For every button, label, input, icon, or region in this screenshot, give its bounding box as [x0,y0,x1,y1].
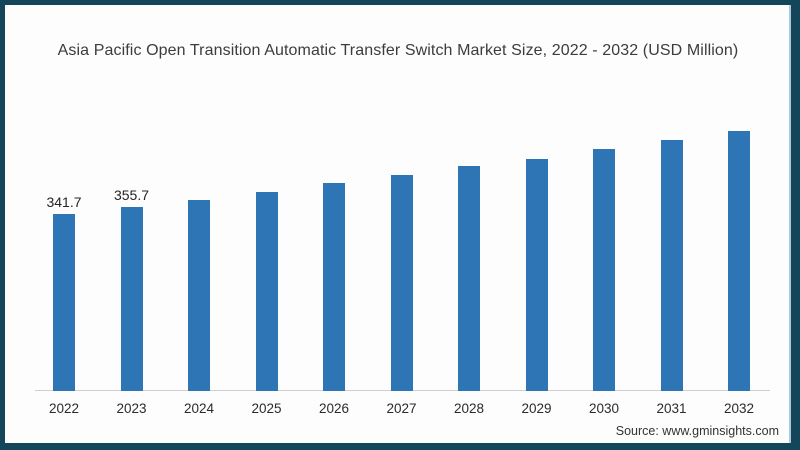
x-axis-label-2027: 2027 [386,401,417,416]
bar-data-label-2022: 341.7 [46,194,82,210]
bar-2030 [593,149,615,391]
bar-2027 [390,175,413,391]
x-axis-label-2023: 2023 [116,401,147,416]
x-axis-label-2025: 2025 [251,401,282,416]
bar-2024 [188,200,210,391]
bar-data-label-2023: 355.7 [113,187,150,203]
bar-2022 [53,214,75,391]
x-axis-label-2031: 2031 [656,401,687,416]
bar-2029 [525,159,548,391]
bar-2032 [728,131,750,391]
bar-2023 [120,207,143,391]
x-axis-label-2024: 2024 [183,401,215,416]
x-axis-label-2028: 2028 [453,401,485,416]
x-axis-label-2030: 2030 [588,401,620,416]
bar-2031 [660,140,683,391]
x-axis-label-2032: 2032 [723,401,755,416]
chart-title: Asia Pacific Open Transition Automatic T… [57,42,739,59]
source-credit: Source: www.gminsights.com [615,424,779,438]
plot-area: 2022 2023 2024 2025 2026 2027 2028 2029 2030 2031… [5,5,791,443]
bar-2028 [458,166,480,391]
x-axis-label-2022: 2022 [48,401,80,416]
bar-2025 [255,192,278,391]
bar-2026 [323,183,345,391]
x-axis-label-2026: 2026 [318,401,350,416]
x-axis-label-2029: 2029 [521,401,552,416]
